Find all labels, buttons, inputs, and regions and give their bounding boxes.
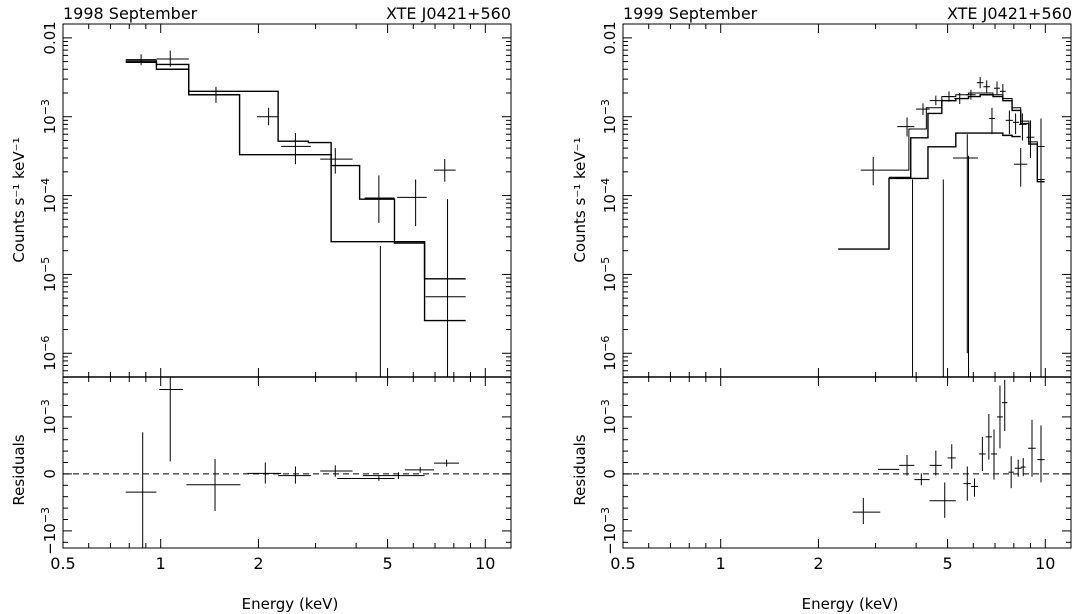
- panel-1999-ylabel-top: Counts s⁻¹ keV⁻¹: [571, 137, 589, 262]
- p1999-model-component: [838, 132, 1021, 250]
- panel-1998-epoch-title: 1998 September: [63, 4, 198, 23]
- p1998-residuals: [125, 377, 460, 548]
- p1998-x-tick-label: 2: [253, 554, 263, 573]
- p1998-x-tick-label: 0.5: [50, 554, 75, 573]
- p1999-res-tick-label: 10−3: [599, 399, 619, 434]
- p1998-top-frame: [62, 23, 512, 378]
- p1998-y-tick-label: 10−3: [39, 99, 59, 134]
- p1998-model-total: [125, 60, 466, 280]
- p1998-model-component: [125, 61, 466, 322]
- p1998-bottom-frame: [62, 376, 512, 549]
- p1999-x-tick-label: 5: [942, 554, 952, 573]
- panel-1999: 1999 September XTE J0421+560 Counts s⁻¹ …: [571, 4, 1072, 613]
- p1998-chart: 0.5 1 2 5 10 0.01 10−3 10−4 10−5 10−6 10−3 0 −10−3: [39, 21, 512, 573]
- p1999-x-tick-label: 0.5: [610, 554, 635, 573]
- panel-1998-ylabel-bottom: Residuals: [10, 434, 28, 505]
- p1998-res-tick-label: 10−3: [39, 399, 59, 434]
- panel-1998-xlabel: Energy (keV): [242, 595, 339, 613]
- panel-1999-epoch-title: 1999 September: [623, 4, 758, 23]
- panel-1999-ylabel-bottom: Residuals: [571, 434, 589, 505]
- panel-1998-source-title: XTE J0421+560: [386, 4, 511, 23]
- p1999-y-tick-label: 10−6: [599, 336, 619, 371]
- p1999-y-tick-label: 10−5: [599, 257, 619, 292]
- p1998-x-tick-label: 5: [382, 554, 392, 573]
- p1999-model-total-outer: [889, 92, 1045, 180]
- p1999-x-tick-label: 2: [813, 554, 823, 573]
- p1999-y-tick-label: 0.01: [601, 21, 619, 54]
- p1999-res-tick-label: 0: [601, 469, 619, 479]
- p1999-chart: 0.5 1 2 5 10 0.01 10−3 10−4 10−5 10−6 10−3 0 −10−3: [599, 21, 1072, 573]
- p1999-x-tick-label: 10: [1035, 554, 1055, 573]
- p1998-spectrum: [125, 50, 466, 377]
- panel-1999-xlabel: Energy (keV): [802, 595, 899, 613]
- panel-1998: 1998 September XTE J0421+560 Counts s⁻¹ …: [10, 4, 511, 613]
- panel-1998-ylabel-top: Counts s⁻¹ keV⁻¹: [10, 137, 28, 262]
- plot-area: 0.5 1 2 5 100.0110−310−410−510−610−30−10−30.…: [39, 21, 1072, 573]
- p1998-y-tick-label: 10−5: [39, 257, 59, 292]
- p1999-spectrum: [838, 76, 1045, 377]
- p1998-y-tick-label: 0.01: [41, 21, 59, 54]
- p1998-res-tick-label: 0: [41, 469, 59, 479]
- p1998-y-tick-label: 10−6: [39, 336, 59, 371]
- p1999-y-tick-label: 10−3: [599, 99, 619, 134]
- p1999-model-total: [889, 94, 1045, 183]
- p1998-x-tick-label: 10: [475, 554, 495, 573]
- p1999-y-tick-label: 10−4: [599, 178, 619, 213]
- p1999-top-frame: [622, 23, 1072, 378]
- p1999-residuals: [852, 379, 1045, 525]
- p1999-x-tick-label: 1: [716, 554, 726, 573]
- panel-1999-source-title: XTE J0421+560: [947, 4, 1072, 23]
- p1998-res-tick-label: −10−3: [39, 507, 59, 555]
- p1999-res-tick-label: −10−3: [599, 507, 619, 555]
- p1998-y-tick-label: 10−4: [39, 178, 59, 213]
- p1998-x-tick-label: 1: [156, 554, 166, 573]
